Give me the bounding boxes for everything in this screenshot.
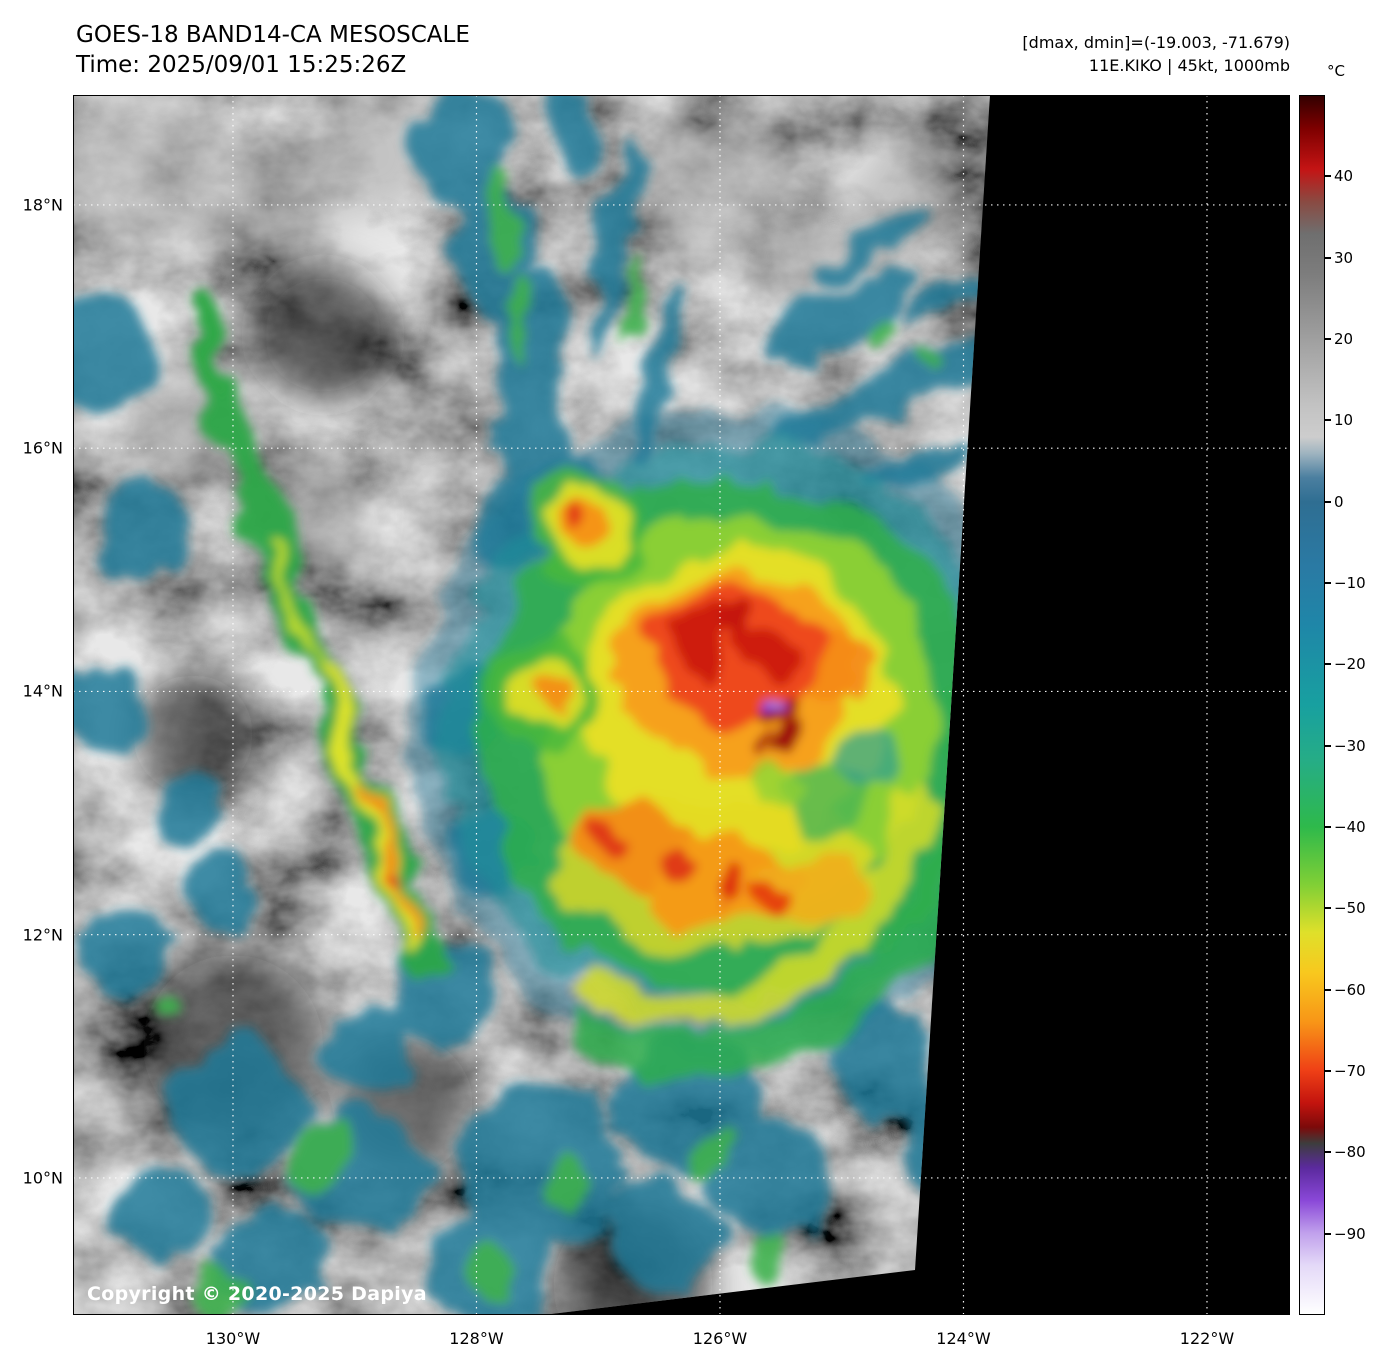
northwest-cell	[525, 465, 645, 585]
colorbar-tick	[1325, 907, 1331, 910]
colorbar-tick	[1325, 338, 1331, 340]
colorbar-tick-label: 0	[1334, 492, 1344, 511]
colorbar-tick-label: −10	[1334, 574, 1366, 592]
colorbar-unit-label: °C	[1327, 62, 1345, 80]
colorbar-tick-label: −50	[1334, 899, 1366, 918]
convective-band	[183, 295, 453, 985]
lat-tick-label: 14°N	[22, 681, 63, 701]
page-title: GOES-18 BAND14-CA MESOSCALE	[76, 22, 470, 48]
overshooting-tops	[754, 698, 798, 752]
green-cloud-spots	[161, 160, 943, 1314]
storm-info-label: 11E.KIKO | 45kt, 1000mb	[1088, 56, 1290, 75]
colorbar-tick-label: −90	[1334, 1224, 1366, 1243]
colorbar-tick-label: −80	[1334, 1143, 1366, 1162]
storm-kiko	[408, 410, 990, 1082]
colorbar-tick-label: 40	[1334, 167, 1354, 186]
colorbar-tick-label: 10	[1334, 411, 1354, 430]
colorbar-tick	[1325, 419, 1331, 422]
colorbar-tick	[1325, 500, 1331, 503]
colorbar-tick-label: −30	[1334, 736, 1366, 755]
storm-core	[619, 573, 876, 773]
colorbar-tick-label: 20	[1334, 330, 1354, 348]
colorbar-tick-label: 30	[1334, 248, 1354, 267]
copyright-label: Copyright © 2020-2025 Dapiya	[87, 1283, 427, 1305]
cold-cloud-features	[73, 95, 990, 1315]
colorbar-tick-label: −40	[1334, 818, 1366, 836]
south-rainband	[571, 807, 873, 925]
satellite-image	[73, 95, 1290, 1315]
satellite-data-region	[73, 95, 990, 1315]
colorbar-tick	[1325, 175, 1331, 178]
plot-border	[73, 95, 1290, 1315]
lon-tick-label: 126°W	[692, 1329, 748, 1348]
west-appendage	[488, 640, 598, 750]
colorbar	[1299, 95, 1325, 1315]
colorbar-tick	[1325, 256, 1331, 259]
colorbar-tick	[1325, 988, 1331, 991]
colorbar-tick	[1325, 744, 1331, 747]
lat-tick-label: 10°N	[22, 1168, 63, 1188]
lat-tick-label: 18°N	[22, 195, 63, 215]
colorbar-tick-label: −60	[1334, 980, 1366, 999]
lon-tick-label: 128°W	[449, 1329, 504, 1348]
colorbar-tick-label: −20	[1334, 655, 1366, 674]
colorbar-tick	[1325, 1232, 1331, 1235]
timestamp-label: Time: 2025/09/01 15:25:26Z	[76, 52, 407, 78]
lon-tick-label: 124°W	[936, 1329, 991, 1348]
colorbar-tick	[1325, 1151, 1331, 1154]
colorbar-tick	[1325, 1070, 1331, 1072]
colorbar-tick	[1325, 582, 1331, 584]
colorbar-tick	[1325, 663, 1331, 666]
lon-tick-label: 122°W	[1179, 1329, 1235, 1348]
colorbar-tick	[1325, 826, 1331, 828]
map-plot: Copyright © 2020-2025 Dapiya	[73, 95, 1290, 1315]
lat-lon-gridlines	[73, 95, 1290, 1315]
lat-tick-label: 12°N	[22, 925, 63, 945]
lon-tick-label: 130°W	[205, 1329, 261, 1348]
dmax-dmin-label: [dmax, dmin]=(-19.003, -71.679)	[1022, 33, 1290, 52]
lat-tick-label: 16°N	[22, 438, 63, 458]
colorbar-tick-label: −70	[1334, 1062, 1366, 1080]
